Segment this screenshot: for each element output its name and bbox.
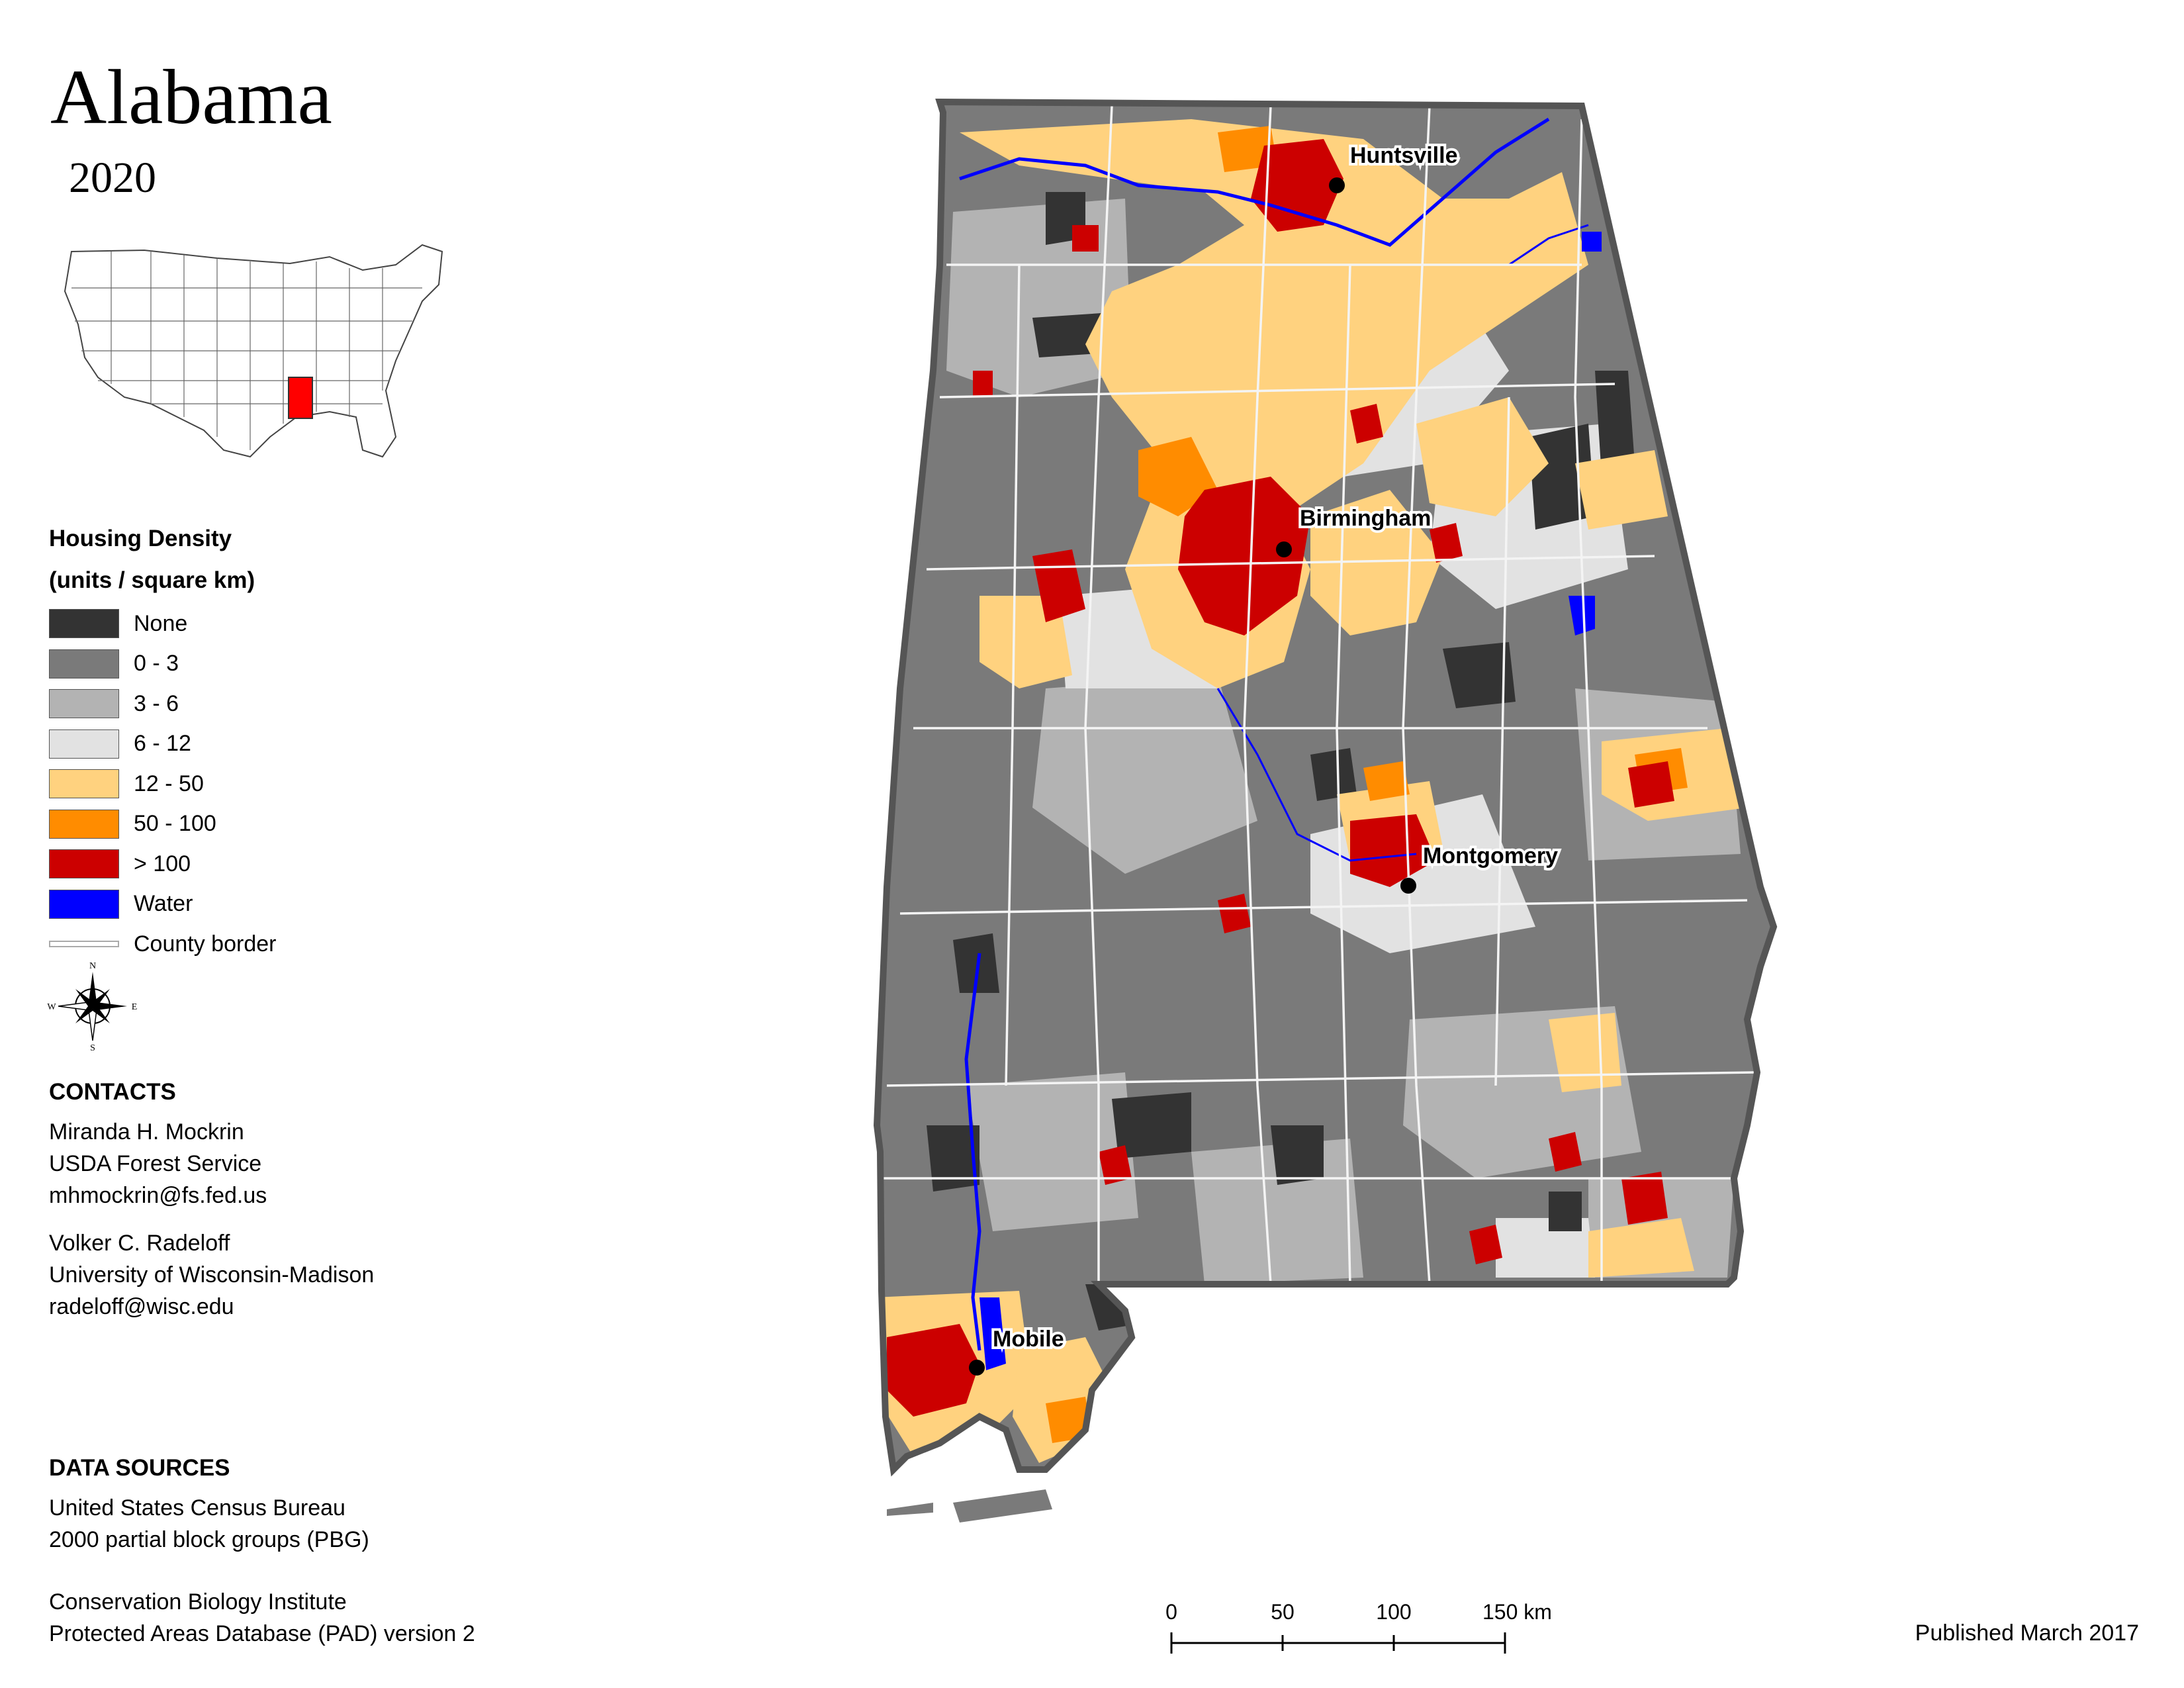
legend-item-6-12: 6 - 12: [49, 724, 276, 765]
compass-w: W: [47, 1002, 56, 1012]
legend-label: 50 - 100: [134, 811, 216, 837]
legend-item-0-3: 0 - 3: [49, 644, 276, 684]
city-label-huntsville: Huntsville: [1350, 143, 1457, 168]
city-marker-icon: [1400, 878, 1416, 894]
city-label-mobile: Mobile: [993, 1327, 1064, 1352]
legend-label: 12 - 50: [134, 771, 204, 796]
map-title: Alabama: [50, 54, 332, 140]
legend-swatch-3-6: [49, 689, 119, 719]
data-source-census: United States Census Bureau 2000 partial…: [49, 1492, 369, 1556]
us-locator-inset: [64, 244, 443, 458]
data-source-line: United States Census Bureau: [49, 1495, 345, 1521]
legend-item-none: None: [49, 604, 276, 644]
compass-s: S: [90, 1043, 95, 1053]
legend-swatch-12-50: [49, 769, 119, 799]
compass-rose-icon: N S E W: [47, 961, 138, 1053]
city-huntsville: Huntsville: [1329, 140, 1460, 193]
legend-swatch-water: [49, 889, 119, 919]
city-mobile: Mobile: [969, 1324, 1067, 1376]
contact-org: USDA Forest Service: [49, 1151, 262, 1176]
data-source-line: 2000 partial block groups (PBG): [49, 1527, 369, 1552]
legend-label: 6 - 12: [134, 731, 191, 757]
birmingham-urban: [1178, 477, 1310, 635]
legend-item-50-100: 50 - 100: [49, 804, 276, 845]
contact-person-2: Volker C. Radeloff University of Wiscons…: [49, 1227, 374, 1323]
scale-tick-150: 150 km: [1482, 1600, 1552, 1624]
legend-label: None: [134, 610, 188, 636]
contact-org: University of Wisconsin-Madison: [49, 1262, 375, 1288]
tennessee-river: [959, 117, 1550, 247]
legend-item-county-border: County border: [49, 924, 276, 964]
city-marker-icon: [1329, 177, 1345, 193]
legend-title-line1: Housing Density: [49, 526, 232, 551]
legend-item-3-6: 3 - 6: [49, 684, 276, 724]
alabama-outline: [873, 98, 1778, 1477]
contact-person-1: Miranda H. Mockrin USDA Forest Service m…: [49, 1116, 267, 1211]
legend-title-line2: (units / square km): [49, 567, 255, 593]
data-source-line: Conservation Biology Institute: [49, 1589, 347, 1615]
legend-label: > 100: [134, 851, 191, 876]
scale-tick-50: 50: [1271, 1600, 1295, 1624]
scale-bar: 0 50 100 150 km: [1165, 1600, 1552, 1654]
legend-label: County border: [134, 931, 277, 957]
published-date: Published March 2017: [1915, 1620, 2139, 1646]
legend-label: Water: [134, 891, 193, 917]
compass-n: N: [89, 961, 96, 971]
contacts-heading: CONTACTS: [49, 1079, 176, 1105]
legend-swatch-none: [49, 609, 119, 639]
legend-title: Housing Density (units / square km): [49, 518, 255, 601]
legend-item-water: Water: [49, 884, 276, 925]
alabama-housing-density-map: Huntsville Birmingham Montgomery Mobile: [873, 98, 1778, 1523]
contact-name: Volker C. Radeloff: [49, 1231, 230, 1256]
legend-item-over-100: > 100: [49, 844, 276, 884]
contact-name: Miranda H. Mockrin: [49, 1119, 244, 1145]
mobile-river: [964, 953, 981, 1351]
alabama-highlight: [288, 377, 313, 419]
map-year: 2020: [69, 154, 156, 202]
city-label-birmingham: Birmingham: [1300, 506, 1431, 531]
city-marker-icon: [969, 1360, 985, 1376]
contact-email[interactable]: mhmockrin@fs.fed.us: [49, 1183, 267, 1208]
legend-label: 0 - 3: [134, 651, 179, 677]
city-montgomery: Montgomery: [1400, 841, 1561, 894]
compass-e: E: [132, 1002, 138, 1012]
legend-swatch-6-12: [49, 729, 119, 759]
legend-swatch-50-100: [49, 809, 119, 839]
legend: None 0 - 3 3 - 6 6 - 12 12 - 50 50 - 100…: [49, 604, 276, 964]
city-marker-icon: [1276, 541, 1292, 557]
legend-swatch-0-3: [49, 649, 119, 679]
city-label-montgomery: Montgomery: [1423, 843, 1558, 868]
scale-tick-0: 0: [1165, 1600, 1177, 1624]
data-source-line: Protected Areas Database (PAD) version 2: [49, 1621, 475, 1646]
montgomery-urban: [1350, 814, 1436, 887]
legend-item-12-50: 12 - 50: [49, 764, 276, 804]
city-birmingham: Birmingham: [1276, 503, 1433, 557]
contact-email[interactable]: radeloff@wisc.edu: [49, 1294, 234, 1319]
legend-swatch-county-border: [49, 941, 119, 948]
data-sources-heading: DATA SOURCES: [49, 1455, 230, 1481]
legend-label: 3 - 6: [134, 690, 179, 716]
mobile-urban: [887, 1324, 979, 1417]
legend-swatch-over-100: [49, 849, 119, 879]
huntsville-urban: [1251, 139, 1343, 232]
scale-tick-100: 100: [1376, 1600, 1411, 1624]
data-source-cbi: Conservation Biology Institute Protected…: [49, 1586, 475, 1650]
